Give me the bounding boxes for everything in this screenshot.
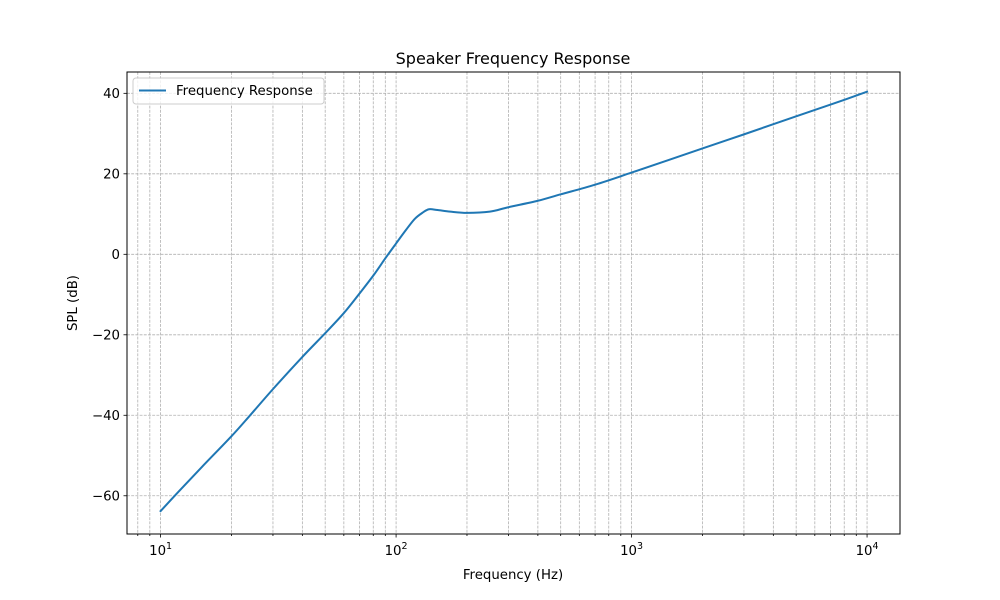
plot-area-frame — [126, 71, 901, 535]
chart-title: Speaker Frequency Response — [396, 49, 631, 68]
x-axis-ticks: 101 102 103 104 — [137, 534, 879, 559]
grid-lines — [127, 72, 900, 534]
y-tick-label: 20 — [103, 168, 120, 183]
x-tick-label: 102 — [385, 541, 408, 559]
y-axis-label: SPL (dB) — [66, 275, 81, 331]
y-tick-label: −20 — [92, 329, 120, 344]
legend-label: Frequency Response — [176, 84, 313, 99]
y-tick-label: 0 — [112, 248, 120, 263]
y-tick-label: −40 — [92, 409, 120, 424]
frequency-response-line — [159, 90, 869, 513]
y-axis-ticks: 40 20 0 −20 −40 −60 — [92, 87, 127, 505]
x-axis-label: Frequency (Hz) — [463, 568, 563, 583]
y-tick-label: 40 — [103, 87, 120, 102]
x-tick-label: 101 — [149, 541, 172, 559]
x-tick-label: 103 — [620, 541, 643, 559]
legend: Frequency Response — [132, 77, 325, 105]
y-tick-label: −60 — [92, 490, 120, 505]
legend-frame — [132, 77, 325, 105]
plot-series — [159, 90, 869, 513]
x-tick-label: 104 — [856, 541, 879, 559]
